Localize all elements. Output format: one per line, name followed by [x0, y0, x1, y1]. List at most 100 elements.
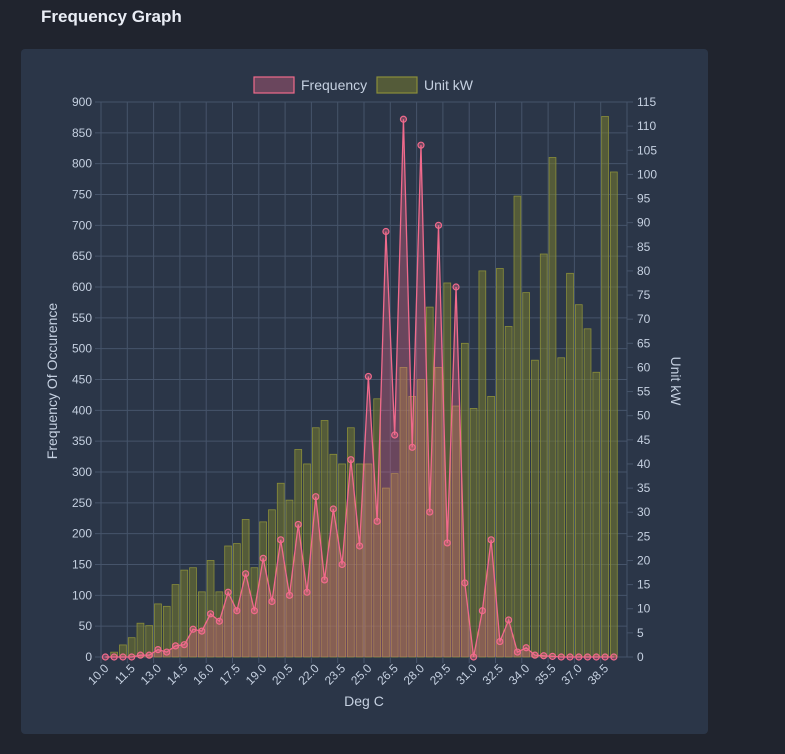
y-right-tick-label: 20	[637, 553, 651, 567]
x-tick-label: 13.0	[138, 661, 165, 688]
x-tick-label: 14.5	[164, 661, 191, 688]
x-tick-label: 38.5	[585, 661, 612, 688]
legend-frequency-swatch	[253, 76, 295, 94]
y-left-tick-label: 900	[72, 95, 92, 109]
frequency-point	[206, 610, 215, 618]
legend-item-frequency[interactable]: Frequency	[253, 76, 367, 94]
frequency-point	[540, 652, 548, 660]
frequency-point	[101, 653, 109, 661]
frequency-point	[250, 607, 259, 615]
unit-kw-bar	[478, 270, 487, 658]
x-tick-label: 31.0	[453, 661, 480, 688]
unit-kw-bar	[425, 306, 434, 658]
unit-kw-bar	[539, 253, 548, 658]
y-left-tick-label: 600	[72, 280, 92, 294]
unit-kw-bar	[136, 622, 145, 658]
y-left-tick-label: 700	[72, 218, 92, 232]
y-left-tick-label: 400	[72, 403, 92, 417]
frequency-point	[224, 588, 232, 596]
x-tick-label: 26.5	[374, 661, 401, 688]
y-axis-left-title: Frequency Of Occurence	[44, 303, 60, 460]
unit-kw-bar	[206, 560, 215, 658]
frequency-point	[478, 607, 486, 615]
y-axis-right-title: Unit kW	[668, 357, 684, 407]
legend-item-unit-kw[interactable]: Unit kW	[376, 76, 474, 94]
unit-kw-bar	[373, 398, 381, 658]
page-title: Frequency Graph	[41, 7, 182, 26]
frequency-point	[259, 554, 267, 562]
x-tick-label: 20.5	[269, 661, 296, 688]
y-left-tick-label: 450	[72, 373, 92, 387]
unit-kw-bar	[610, 171, 618, 658]
frequency-point	[487, 536, 495, 544]
frequency-point	[268, 597, 276, 606]
y-left-tick-label: 50	[79, 619, 93, 633]
y-left-tick-label: 350	[72, 434, 92, 448]
y-right-tick-label: 95	[637, 192, 651, 206]
frequency-point	[119, 653, 127, 661]
x-tick-label: 28.0	[401, 661, 428, 688]
unit-kw-bar	[259, 521, 268, 658]
unit-kw-bar	[364, 463, 373, 658]
frequency-point	[198, 627, 206, 635]
y-right-tick-label: 90	[637, 216, 651, 230]
frequency-line	[105, 119, 614, 658]
y-right-tick-label: 55	[637, 385, 651, 399]
frequency-point	[180, 641, 188, 649]
unit-kw-bar	[355, 463, 364, 658]
frequency-point	[145, 651, 153, 659]
y-right-tick-label: 100	[637, 167, 657, 181]
frequency-point	[242, 570, 250, 578]
frequency-point	[154, 645, 162, 654]
y-left-tick-label: 850	[72, 126, 92, 140]
y-left-tick-label: 800	[72, 157, 92, 171]
unit-kw-bar	[566, 272, 574, 658]
frequency-point	[399, 115, 408, 123]
x-tick-label: 37.0	[558, 661, 585, 688]
x-tick-label: 29.5	[427, 661, 454, 688]
unit-kw-bar	[592, 371, 601, 658]
unit-kw-bar	[233, 543, 241, 658]
unit-kw-bar	[399, 367, 408, 658]
y-right-tick-label: 0	[637, 650, 644, 664]
frequency-point	[320, 576, 329, 584]
frequency-point	[338, 560, 346, 569]
y-right-tick-label: 80	[637, 264, 651, 278]
legend: Frequency Unit kW	[253, 76, 474, 94]
frequency-point	[233, 607, 241, 615]
unit-kw-bar	[557, 357, 566, 658]
frequency-point	[592, 653, 600, 661]
frequency-point	[303, 588, 311, 596]
unit-kw-bar	[513, 195, 522, 658]
y-right-tick-label: 75	[637, 288, 651, 302]
unit-kw-bar	[276, 482, 285, 658]
y-left-tick-label: 550	[72, 311, 92, 325]
y-left-tick-label: 150	[72, 558, 92, 572]
chart-card: 0 50 100 150 200 250 300 350 400 450 500 550 600 650 7…	[21, 49, 708, 734]
x-tick-label: 19.0	[243, 661, 270, 688]
frequency-point	[356, 542, 364, 550]
y-left-tick-label: 500	[72, 342, 92, 356]
unit-kw-bar	[487, 395, 495, 658]
frequency-point	[566, 653, 574, 661]
frequency-point	[513, 648, 522, 656]
x-tick-label: 34.0	[506, 661, 533, 688]
frequency-point	[601, 653, 609, 661]
frequency-point	[391, 431, 399, 439]
frequency-point	[452, 283, 460, 291]
frequency-line-layer	[101, 115, 618, 661]
frequency-point	[110, 653, 118, 661]
frequency-point	[443, 539, 451, 547]
frequency-chart: 0501001502002503003504004505005506006507…	[44, 76, 684, 709]
legend-unit-kw-swatch	[376, 76, 418, 94]
frequency-point	[461, 579, 469, 587]
y-left-tick-label: 300	[72, 465, 92, 479]
unit-kw-bar	[522, 292, 531, 658]
unit-kw-bar	[320, 420, 329, 658]
y-right-tick-label: 110	[637, 119, 656, 133]
frequency-point	[136, 651, 145, 659]
unit-kw-bar	[460, 342, 469, 658]
x-tick-label: 16.0	[190, 661, 217, 688]
y-right-tick-label: 25	[637, 529, 651, 543]
unit-kw-bar	[180, 569, 189, 658]
